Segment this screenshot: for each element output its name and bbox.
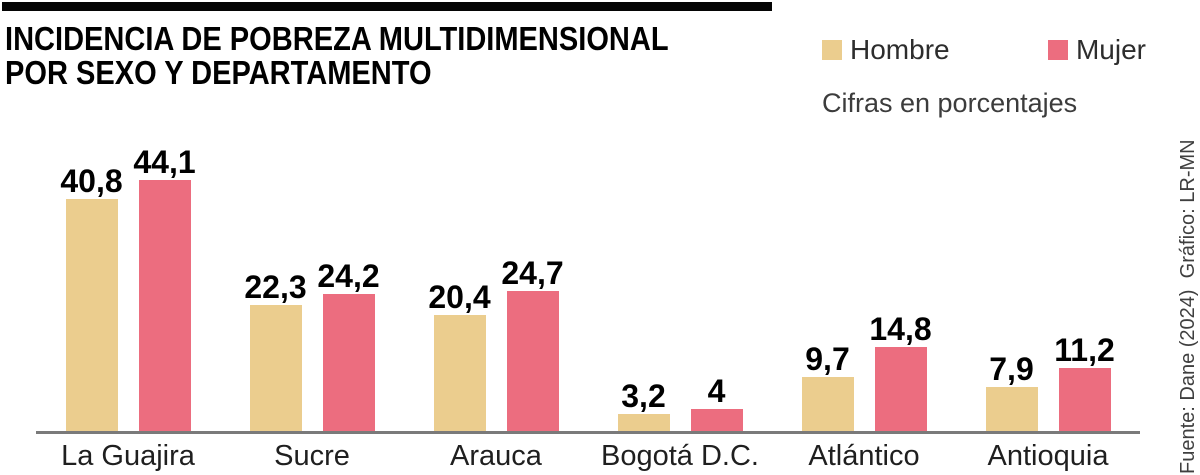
bar-hombre-6: 7,9 xyxy=(985,353,1038,432)
value-label-hombre-6: 7,9 xyxy=(989,351,1034,387)
bar-group-1: 40,8 44,1 xyxy=(36,145,220,432)
header-rule xyxy=(2,2,772,11)
bar-group-2: 22,3 24,2 xyxy=(220,145,404,432)
legend-label-mujer: Mujer xyxy=(1075,34,1146,65)
value-label-mujer-2: 24,2 xyxy=(317,258,380,294)
bar-chart: 40,8 44,1 22,3 24,2 20,4 24,7 3,2 4 9,7 14,8 7,9 11… xyxy=(36,145,1140,432)
legend-row: Hombre Mujer xyxy=(822,34,1146,66)
bar-group-5: 9,7 14,8 xyxy=(772,145,956,432)
value-label-mujer-5: 14,8 xyxy=(869,311,932,347)
legend-item-mujer: Mujer xyxy=(1047,34,1146,66)
value-label-mujer-4: 4 xyxy=(707,373,726,409)
bar-group-4: 3,2 4 xyxy=(588,145,772,432)
bar-mujer-5: 14,8 xyxy=(869,313,932,432)
category-label-4: Bogotá D.C. xyxy=(601,440,759,472)
value-label-hombre-1: 40,8 xyxy=(60,163,123,199)
legend-note: Cifras en porcentajes xyxy=(822,88,1078,118)
legend-swatch-mujer-icon xyxy=(1047,40,1068,60)
page-title-line2: POR SEXO Y DEPARTAMENTO xyxy=(5,54,432,91)
bar-mujer-2: 24,2 xyxy=(317,260,380,432)
page-title: INCIDENCIA DE POBREZA MULTIDIMENSIONAL P… xyxy=(5,22,669,90)
page-title-line1: INCIDENCIA DE POBREZA MULTIDIMENSIONAL xyxy=(5,20,669,57)
category-label-3: Arauca xyxy=(450,440,542,472)
category-axis: La Guajira Sucre Arauca Bogotá D.C. Atlántic… xyxy=(36,440,1140,473)
value-label-hombre-4: 3,2 xyxy=(621,378,666,414)
legend-item-hombre: Hombre xyxy=(822,34,950,66)
bar-hombre-2: 22,3 xyxy=(244,271,307,432)
bar-mujer-4: 4 xyxy=(690,375,743,432)
bar-hombre-3: 20,4 xyxy=(428,281,491,432)
category-label-5: Atlántico xyxy=(808,440,920,472)
value-label-hombre-3: 20,4 xyxy=(428,279,491,315)
legend-label-hombre: Hombre xyxy=(850,34,950,65)
bar-mujer-1: 44,1 xyxy=(133,146,196,432)
bar-hombre-1: 40,8 xyxy=(60,165,123,432)
value-label-mujer-1: 44,1 xyxy=(133,144,196,180)
x-axis-line xyxy=(36,431,1140,434)
value-label-mujer-3: 24,7 xyxy=(501,255,564,291)
bar-hombre-5: 9,7 xyxy=(801,343,854,432)
category-label-6: Antioquia xyxy=(987,440,1109,472)
bar-group-6: 7,9 11,2 xyxy=(956,145,1140,432)
legend: Hombre Mujer Cifras en porcentajes xyxy=(822,34,1146,119)
legend-swatch-hombre-icon xyxy=(822,40,842,60)
bar-mujer-6: 11,2 xyxy=(1054,334,1115,432)
bar-hombre-4: 3,2 xyxy=(617,380,670,432)
category-label-2: Sucre xyxy=(274,440,350,472)
value-label-hombre-5: 9,7 xyxy=(805,341,850,377)
value-label-mujer-6: 11,2 xyxy=(1054,332,1115,368)
bar-group-3: 20,4 24,7 xyxy=(404,145,588,432)
value-label-hombre-2: 22,3 xyxy=(244,269,307,305)
category-label-1: La Guajira xyxy=(61,440,195,472)
bar-mujer-3: 24,7 xyxy=(501,257,564,432)
source-credit: Fuente: Dane (2024) Gráfico: LR-MN xyxy=(1177,139,1199,474)
